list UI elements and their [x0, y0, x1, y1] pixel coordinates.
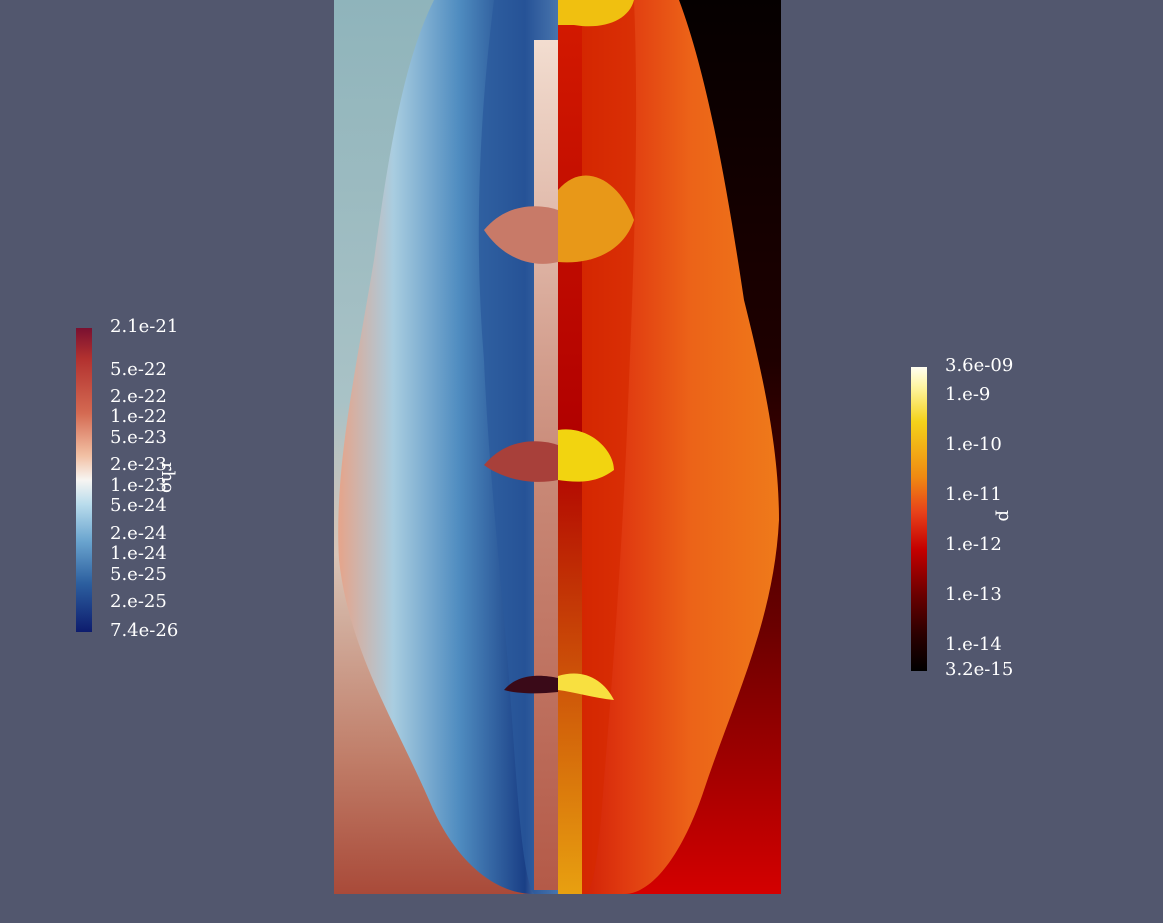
p-tick-0: 3.6e-09 — [945, 355, 1014, 376]
p-tick-7: 3.2e-15 — [945, 659, 1014, 680]
rho-tick-0: 2.1e-21 — [110, 316, 179, 337]
rho-tick-8: 2.e-24 — [110, 523, 167, 544]
rho-colorbar — [76, 328, 92, 632]
rho-tick-3: 1.e-22 — [110, 406, 167, 427]
p-colorbar — [911, 367, 927, 671]
rho-tick-12: 7.4e-26 — [110, 620, 179, 641]
p-tick-5: 1.e-13 — [945, 584, 1002, 605]
p-tick-1: 1.e-9 — [945, 384, 991, 405]
rho-tick-9: 1.e-24 — [110, 543, 167, 564]
p-tick-2: 1.e-10 — [945, 434, 1002, 455]
simulation-render — [334, 0, 781, 894]
p-colorbar-title: p — [994, 510, 1015, 522]
rho-tick-2: 2.e-22 — [110, 386, 167, 407]
p-tick-6: 1.e-14 — [945, 634, 1002, 655]
rho-tick-10: 5.e-25 — [110, 564, 167, 585]
rho-tick-11: 2.e-25 — [110, 591, 167, 612]
rho-tick-5: 2.e-23 — [110, 454, 167, 475]
rho-tick-1: 5.e-22 — [110, 359, 167, 380]
rho-tick-4: 5.e-23 — [110, 427, 167, 448]
rho-tick-7: 5.e-24 — [110, 495, 167, 516]
rho-tick-6: 1.e-23 — [110, 475, 167, 496]
p-tick-3: 1.e-11 — [945, 484, 1002, 505]
p-tick-4: 1.e-12 — [945, 534, 1002, 555]
